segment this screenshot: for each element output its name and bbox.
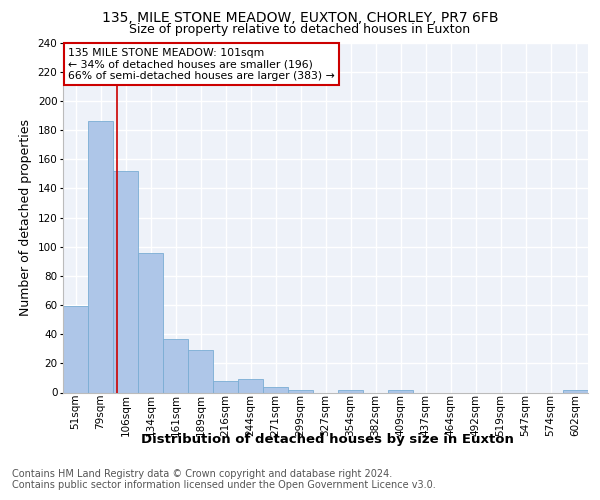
Bar [288, 390, 313, 392]
Bar [263, 386, 288, 392]
Y-axis label: Number of detached properties: Number of detached properties [19, 119, 32, 316]
Bar [338, 390, 363, 392]
Bar [163, 338, 188, 392]
Text: 135 MILE STONE MEADOW: 101sqm
← 34% of detached houses are smaller (196)
66% of : 135 MILE STONE MEADOW: 101sqm ← 34% of d… [68, 48, 335, 81]
Bar [388, 390, 413, 392]
Bar [563, 390, 588, 392]
Bar [238, 380, 263, 392]
Bar [63, 306, 88, 392]
Text: Size of property relative to detached houses in Euxton: Size of property relative to detached ho… [130, 22, 470, 36]
Text: 135, MILE STONE MEADOW, EUXTON, CHORLEY, PR7 6FB: 135, MILE STONE MEADOW, EUXTON, CHORLEY,… [102, 11, 498, 25]
Bar [138, 252, 163, 392]
Text: Contains public sector information licensed under the Open Government Licence v3: Contains public sector information licen… [12, 480, 436, 490]
Bar [113, 171, 138, 392]
Bar [188, 350, 213, 393]
Bar [88, 122, 113, 392]
Text: Distribution of detached houses by size in Euxton: Distribution of detached houses by size … [140, 432, 514, 446]
Text: Contains HM Land Registry data © Crown copyright and database right 2024.: Contains HM Land Registry data © Crown c… [12, 469, 392, 479]
Bar [213, 381, 238, 392]
